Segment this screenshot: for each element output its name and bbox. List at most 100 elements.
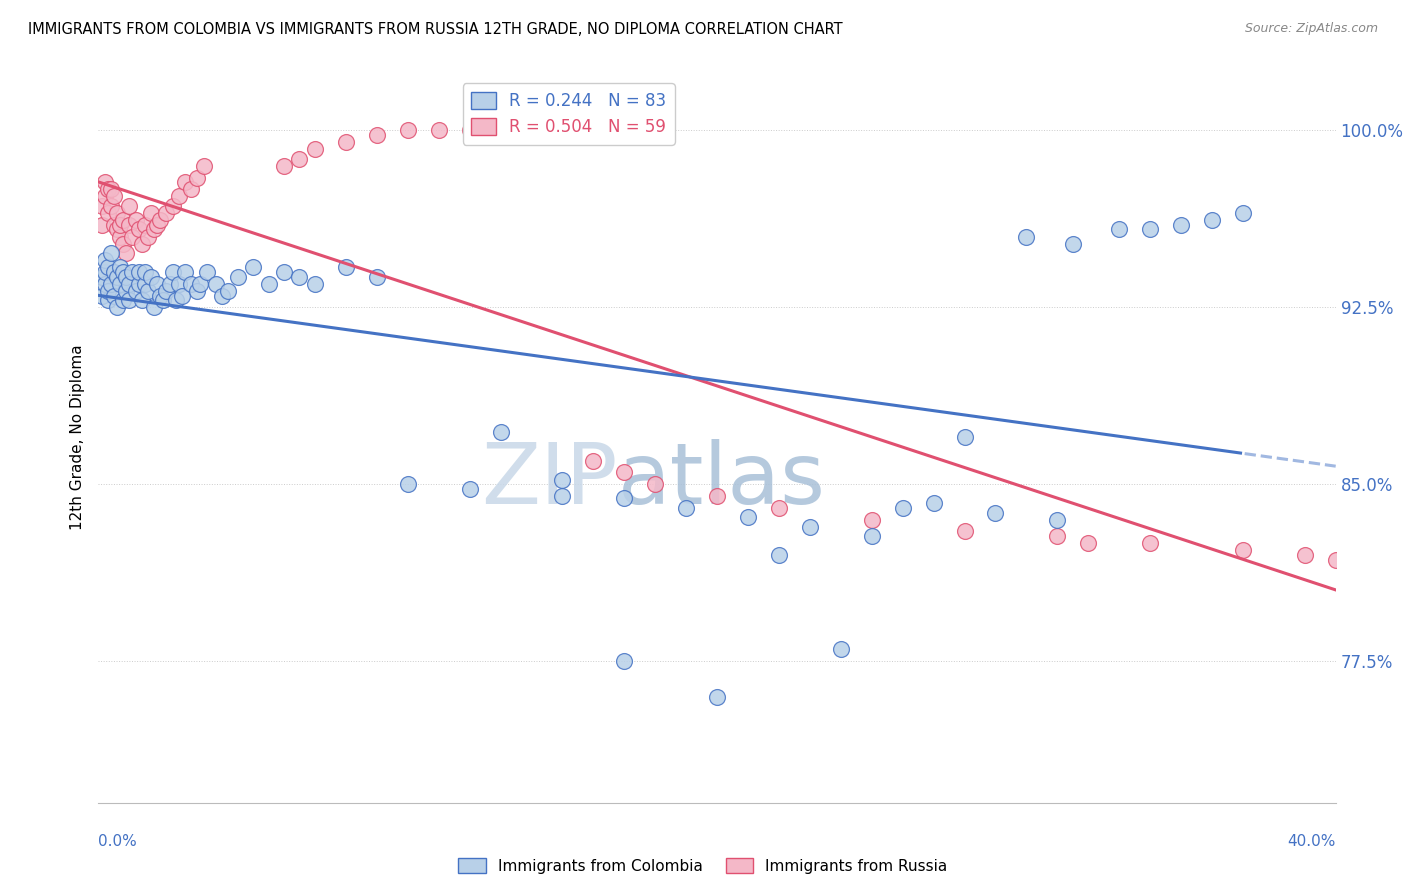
- Point: [891, 500, 914, 515]
- Point: [105, 301, 128, 315]
- Point: [551, 123, 574, 137]
- Point: [860, 529, 883, 543]
- Point: [105, 206, 128, 220]
- Point: [174, 265, 197, 279]
- Point: [427, 123, 450, 137]
- Y-axis label: 12th Grade, No Diploma: 12th Grade, No Diploma: [70, 344, 86, 530]
- Point: [1077, 536, 1099, 550]
- Point: [103, 189, 125, 203]
- Text: IMMIGRANTS FROM COLOMBIA VS IMMIGRANTS FROM RUSSIA 12TH GRADE, NO DIPLOMA CORREL: IMMIGRANTS FROM COLOMBIA VS IMMIGRANTS F…: [28, 22, 842, 37]
- Point: [97, 284, 120, 298]
- Point: [97, 293, 120, 308]
- Point: [143, 222, 166, 236]
- Point: [128, 277, 150, 291]
- Point: [304, 277, 326, 291]
- Point: [93, 265, 115, 279]
- Point: [131, 236, 153, 251]
- Point: [304, 142, 326, 156]
- Point: [922, 496, 945, 510]
- Point: [167, 189, 190, 203]
- Point: [131, 293, 153, 308]
- Point: [149, 213, 172, 227]
- Point: [124, 213, 146, 227]
- Point: [93, 189, 115, 203]
- Point: [100, 277, 122, 291]
- Point: [551, 489, 574, 503]
- Point: [100, 182, 122, 196]
- Point: [136, 284, 159, 298]
- Text: 0.0%: 0.0%: [98, 834, 138, 849]
- Point: [90, 288, 112, 302]
- Point: [288, 152, 311, 166]
- Point: [768, 548, 790, 562]
- Point: [97, 206, 120, 220]
- Point: [1232, 206, 1254, 220]
- Point: [100, 246, 122, 260]
- Point: [108, 260, 131, 275]
- Point: [242, 260, 264, 275]
- Point: [211, 288, 233, 302]
- Point: [1294, 548, 1316, 562]
- Point: [613, 654, 636, 668]
- Point: [768, 500, 790, 515]
- Point: [155, 284, 177, 298]
- Point: [108, 218, 131, 232]
- Point: [1201, 213, 1223, 227]
- Point: [105, 269, 128, 284]
- Point: [489, 123, 512, 137]
- Point: [366, 128, 388, 142]
- Point: [180, 182, 202, 196]
- Point: [190, 277, 212, 291]
- Point: [953, 430, 976, 444]
- Point: [97, 182, 120, 196]
- Point: [159, 277, 181, 291]
- Point: [118, 277, 141, 291]
- Point: [93, 277, 115, 291]
- Point: [706, 690, 728, 704]
- Point: [644, 477, 666, 491]
- Point: [90, 199, 112, 213]
- Point: [170, 288, 193, 302]
- Point: [121, 265, 143, 279]
- Point: [1046, 513, 1069, 527]
- Point: [118, 293, 141, 308]
- Point: [100, 199, 122, 213]
- Point: [149, 288, 172, 302]
- Point: [139, 269, 162, 284]
- Text: ZIP: ZIP: [482, 440, 619, 523]
- Point: [193, 159, 215, 173]
- Point: [186, 170, 208, 185]
- Point: [1108, 222, 1130, 236]
- Point: [458, 482, 481, 496]
- Point: [136, 229, 159, 244]
- Point: [273, 265, 295, 279]
- Point: [103, 288, 125, 302]
- Point: [335, 135, 357, 149]
- Point: [799, 520, 821, 534]
- Point: [613, 491, 636, 506]
- Point: [121, 229, 143, 244]
- Point: [115, 284, 138, 298]
- Point: [167, 277, 190, 291]
- Point: [112, 293, 135, 308]
- Point: [112, 265, 135, 279]
- Point: [128, 222, 150, 236]
- Point: [1232, 543, 1254, 558]
- Point: [143, 301, 166, 315]
- Point: [737, 510, 759, 524]
- Point: [134, 218, 156, 232]
- Point: [103, 218, 125, 232]
- Point: [162, 199, 184, 213]
- Point: [103, 265, 125, 279]
- Point: [90, 269, 112, 284]
- Point: [108, 229, 131, 244]
- Point: [186, 284, 208, 298]
- Point: [90, 218, 112, 232]
- Point: [118, 199, 141, 213]
- Point: [613, 466, 636, 480]
- Point: [152, 293, 174, 308]
- Point: [706, 489, 728, 503]
- Point: [273, 159, 295, 173]
- Point: [155, 206, 177, 220]
- Point: [174, 175, 197, 189]
